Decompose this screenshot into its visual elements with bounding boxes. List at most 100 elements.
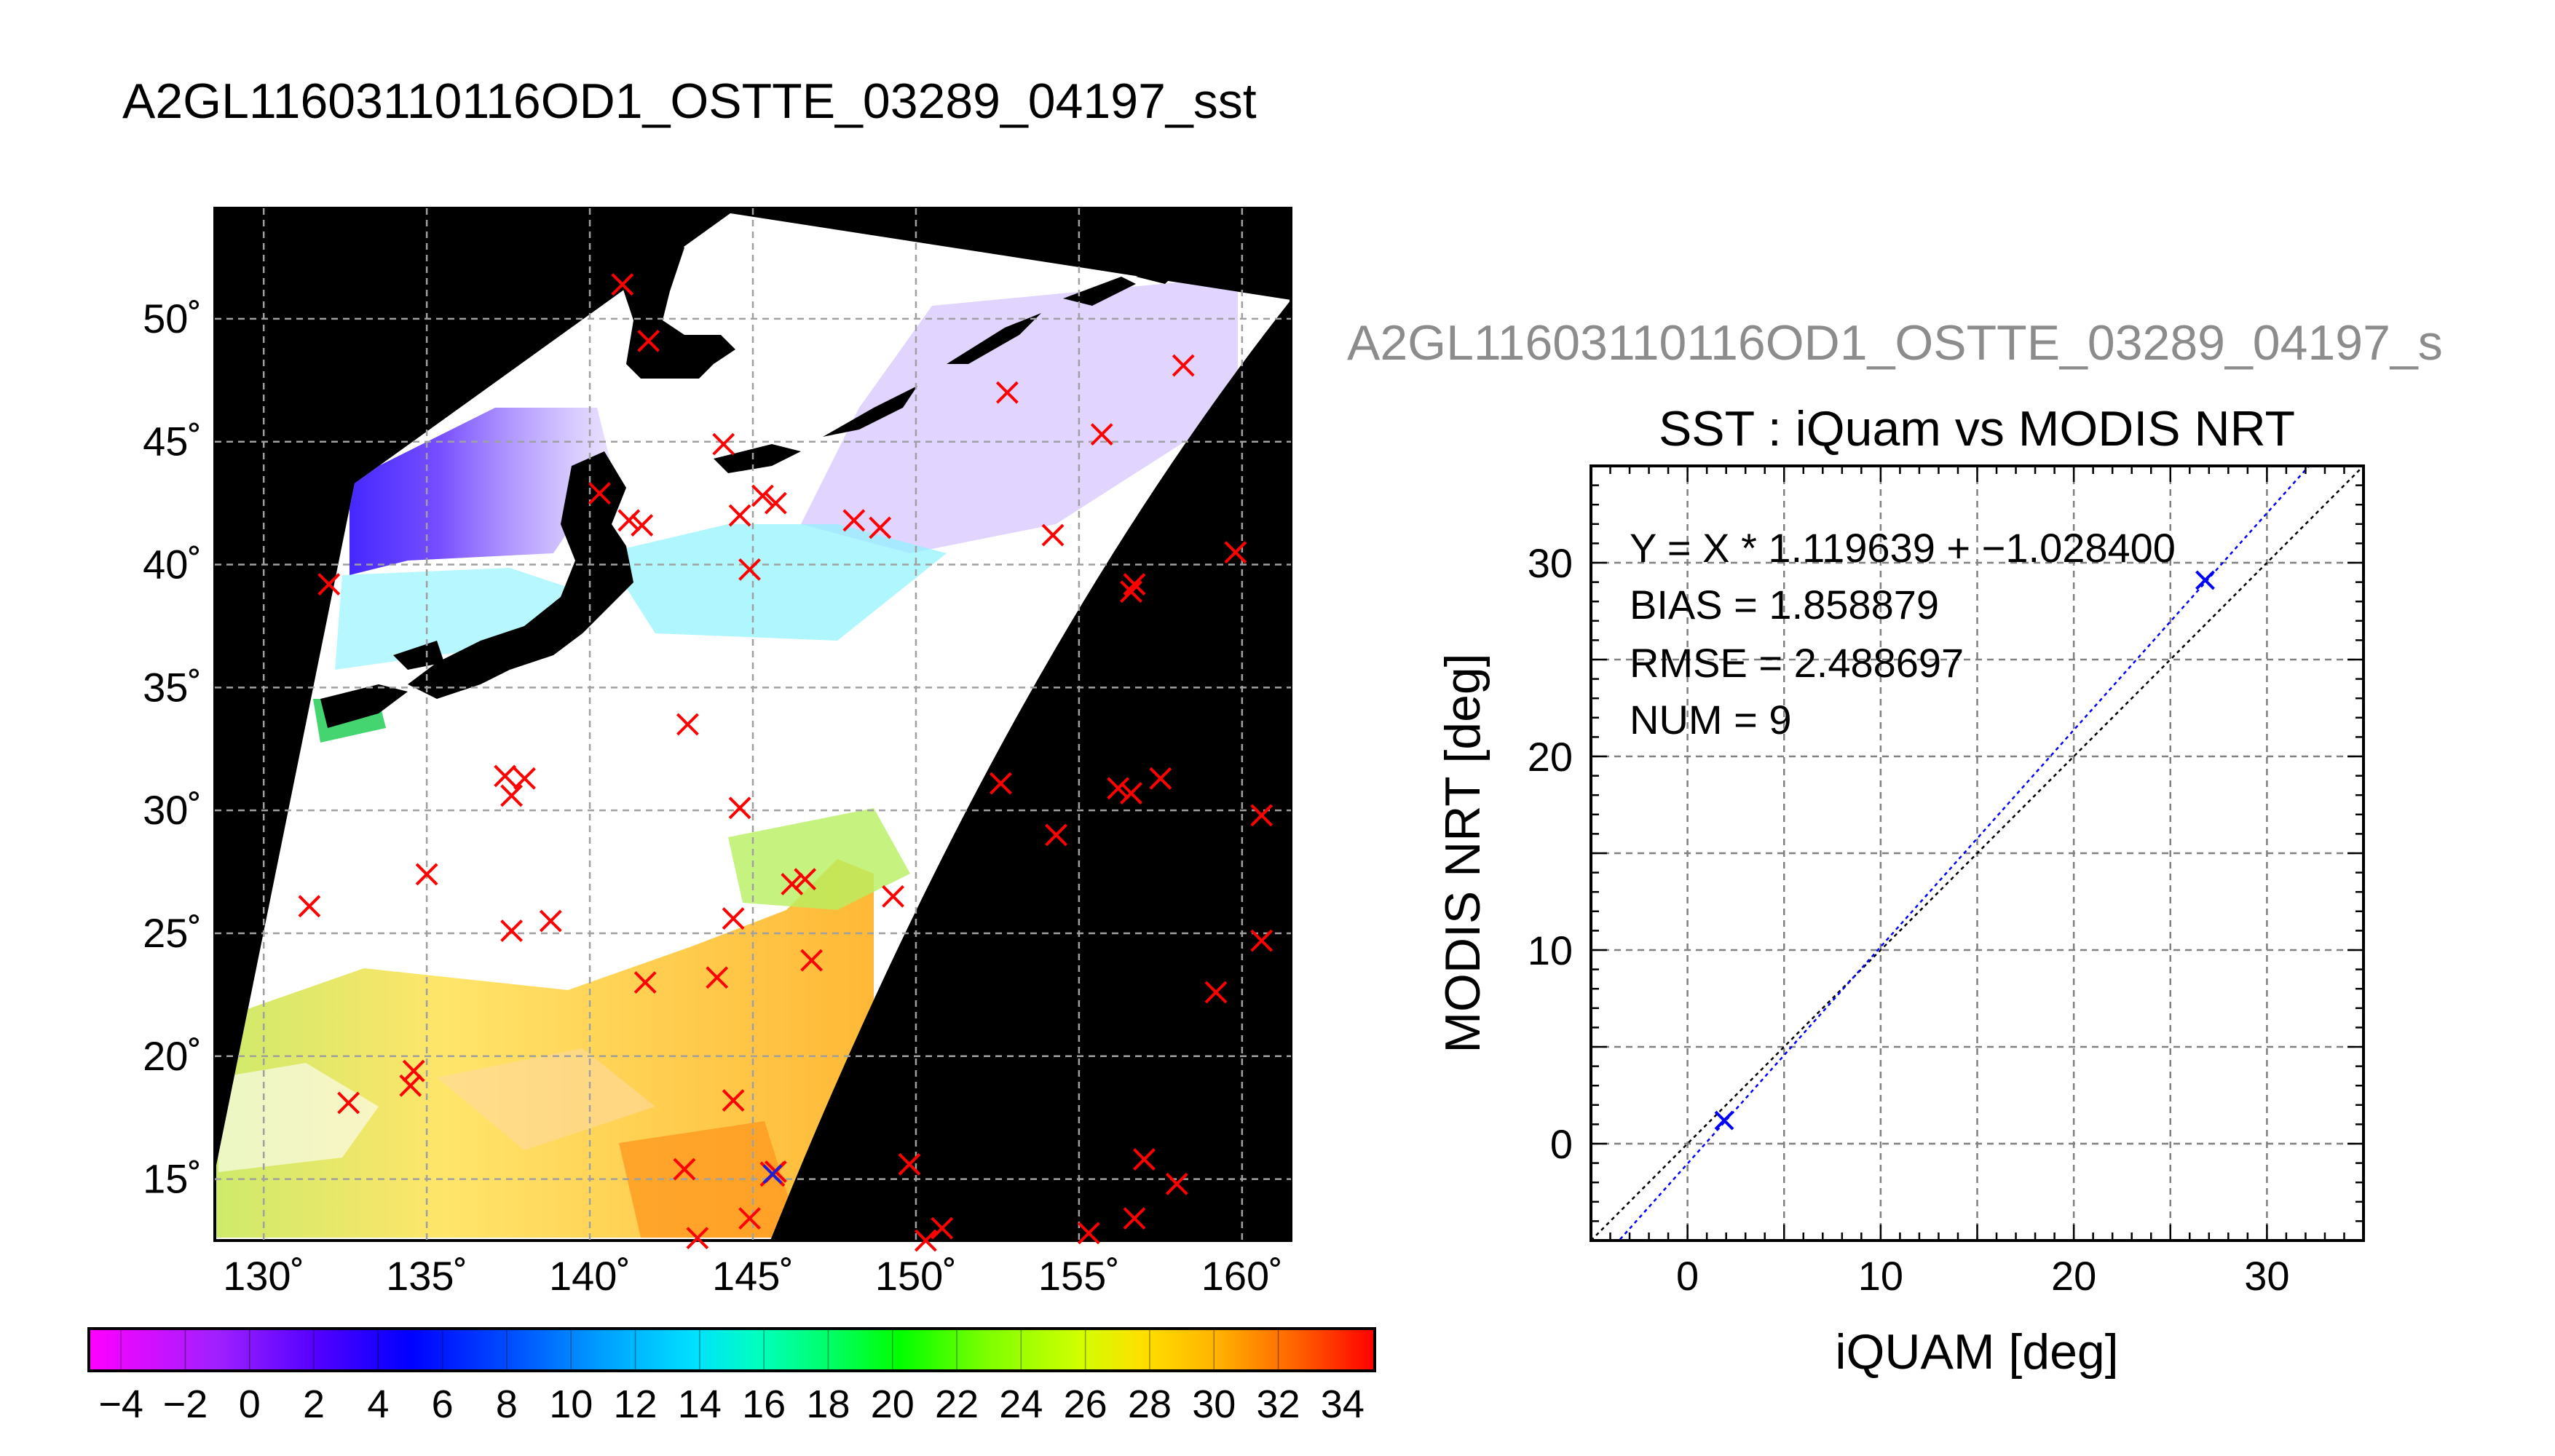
buoy-marker bbox=[1224, 541, 1247, 564]
buoy-marker bbox=[1165, 1172, 1188, 1195]
colorbar-tick-label: 12 bbox=[614, 1382, 657, 1426]
buoy-marker bbox=[1123, 573, 1146, 596]
colorbar-tick-label: 2 bbox=[303, 1382, 325, 1426]
buoy-marker bbox=[588, 482, 611, 505]
buoy-marker bbox=[931, 1216, 954, 1240]
buoy-marker bbox=[722, 1089, 745, 1112]
lon-tick-label: 135˚ bbox=[386, 1253, 467, 1299]
buoy-marker bbox=[800, 949, 824, 972]
buoy-marker bbox=[337, 1091, 360, 1115]
buoy-marker bbox=[399, 1074, 422, 1097]
scatter-xtick-label: 30 bbox=[2244, 1253, 2289, 1299]
colorbar-tick-label: 32 bbox=[1257, 1382, 1300, 1426]
stats-rmse: RMSE = 2.488697 bbox=[1630, 640, 1964, 686]
buoy-marker bbox=[1133, 1148, 1156, 1171]
colorbar-tick-labels: −4 −2 0 2 4 6 8 10 12 14 16 18 20 22 24 26 28 30 32 34 bbox=[98, 1382, 1365, 1426]
colorbar-tick-label: 8 bbox=[496, 1382, 518, 1426]
scatter-minor-ticks bbox=[1590, 464, 2365, 1242]
lat-tick-label: 35˚ bbox=[143, 664, 202, 710]
matched-marker bbox=[759, 1161, 786, 1187]
matched-marker-inner bbox=[762, 1164, 783, 1184]
buoy-marker bbox=[633, 971, 657, 994]
lon-tick-label: 155˚ bbox=[1038, 1253, 1120, 1299]
colorbar-tick-label: 24 bbox=[999, 1382, 1043, 1426]
lat-tick-label: 20˚ bbox=[143, 1033, 202, 1079]
colorbar-tick-label: 20 bbox=[871, 1382, 915, 1426]
lat-tick-label: 15˚ bbox=[143, 1156, 202, 1202]
stats-bias: BIAS = 1.858879 bbox=[1630, 582, 1939, 628]
stats-equation: Y = X * 1.119639 + −1.028400 bbox=[1630, 525, 2176, 571]
scatter-line bbox=[1591, 466, 2364, 1241]
colorbar-gradient bbox=[89, 1329, 1375, 1371]
buoy-marker bbox=[882, 885, 905, 908]
lat-tick-label: 40˚ bbox=[143, 542, 202, 587]
colorbar-tick-label: 30 bbox=[1192, 1382, 1236, 1426]
buoy-marker bbox=[676, 713, 699, 736]
buoy-marker bbox=[898, 1152, 921, 1176]
buoy-marker bbox=[1250, 804, 1273, 827]
buoy-marker bbox=[1107, 777, 1130, 800]
colorbar-tick-label: 4 bbox=[367, 1382, 389, 1426]
no-data-region bbox=[770, 300, 1291, 1241]
colorbar-tick-label: 26 bbox=[1064, 1382, 1107, 1426]
lat-tick-label: 50˚ bbox=[143, 296, 202, 341]
colorbar-tick-label: 10 bbox=[549, 1382, 593, 1426]
buoy-marker bbox=[728, 796, 751, 820]
scatter-xtick-label: 20 bbox=[2051, 1253, 2096, 1299]
colorbar-tick-label: 18 bbox=[806, 1382, 850, 1426]
scatter-regression-lines bbox=[1591, 466, 2364, 1241]
buoy-marker bbox=[402, 1059, 425, 1083]
buoy-marker bbox=[869, 516, 892, 539]
buoy-marker bbox=[1041, 523, 1065, 547]
colorbar-tick-label: −2 bbox=[163, 1382, 208, 1426]
lat-tick-label: 45˚ bbox=[143, 419, 202, 464]
lat-tick-label: 30˚ bbox=[143, 787, 202, 833]
buoy-marker bbox=[989, 772, 1012, 795]
colorbar-tick-label: 22 bbox=[935, 1382, 979, 1426]
colorbar-tick-label: 34 bbox=[1321, 1382, 1365, 1426]
scatter-xtick-label: 0 bbox=[1676, 1253, 1699, 1299]
scatter-point bbox=[1714, 1110, 1734, 1131]
scatter-xlabel: iQUAM [deg] bbox=[1835, 1324, 2118, 1380]
lon-tick-label: 145˚ bbox=[712, 1253, 794, 1299]
buoy-marker bbox=[494, 764, 517, 788]
scatter-xtick-label: 10 bbox=[1858, 1253, 1903, 1299]
buoy-marker bbox=[673, 1158, 696, 1181]
buoy-marker bbox=[1045, 823, 1067, 847]
buoy-marker bbox=[686, 1227, 709, 1250]
buoy-marker bbox=[706, 966, 729, 989]
buoy-marker bbox=[1172, 354, 1195, 377]
buoy-marker bbox=[728, 504, 751, 527]
buoy-marker bbox=[1149, 767, 1172, 790]
scatter-plot: SST : iQuam vs MODIS NRT 0 10 20 300102030 … bbox=[1435, 401, 2365, 1380]
sst-map: 130˚ 135˚ 140˚ 145˚ 150˚ 155˚ 160˚ 15˚ 20˚ 25˚ 30˚… bbox=[143, 207, 1292, 1299]
land-masses bbox=[320, 226, 1180, 728]
map-axis-ticks: 130˚ 135˚ 140˚ 145˚ 150˚ 155˚ 160˚ 15˚ 20˚ 25˚ 30˚… bbox=[143, 296, 1283, 1299]
buoy-marker bbox=[1090, 423, 1113, 446]
buoy-marker bbox=[617, 509, 641, 532]
scatter-ytick-label: 10 bbox=[1528, 927, 1573, 973]
buoy-marker bbox=[631, 514, 654, 537]
stats-num: NUM = 9 bbox=[1630, 697, 1792, 743]
buoy-marker bbox=[842, 509, 866, 532]
scatter-stats: Y = X * 1.119639 + −1.028400 BIAS = 1.85… bbox=[1630, 525, 2176, 743]
buoy-marker bbox=[500, 784, 523, 807]
scatter-file-title: A2GL11603110116OD1_OSTTE_03289_04197_s bbox=[1347, 315, 2443, 371]
scatter-ylabel: MODIS NRT [deg] bbox=[1435, 653, 1490, 1053]
buoy-marker bbox=[513, 767, 536, 790]
buoy-marker bbox=[1120, 782, 1142, 804]
scatter-ytick-label: 0 bbox=[1550, 1121, 1573, 1167]
buoy-marker bbox=[995, 381, 1019, 404]
buoy-marker bbox=[298, 895, 321, 918]
buoy-marker bbox=[722, 907, 745, 930]
scatter-ytick-label: 30 bbox=[1528, 540, 1573, 586]
buoy-marker bbox=[712, 432, 735, 456]
buoy-marker bbox=[738, 1207, 761, 1230]
lon-tick-label: 150˚ bbox=[875, 1253, 957, 1299]
scatter-points bbox=[1714, 570, 2215, 1131]
map-buoy-markers bbox=[298, 273, 1273, 1252]
buoy-marker bbox=[1120, 580, 1142, 604]
buoy-marker bbox=[751, 484, 774, 507]
colorbar: −4 −2 0 2 4 6 8 10 12 14 16 18 20 22 24 26 28 30 32 34 bbox=[87, 1327, 1376, 1426]
